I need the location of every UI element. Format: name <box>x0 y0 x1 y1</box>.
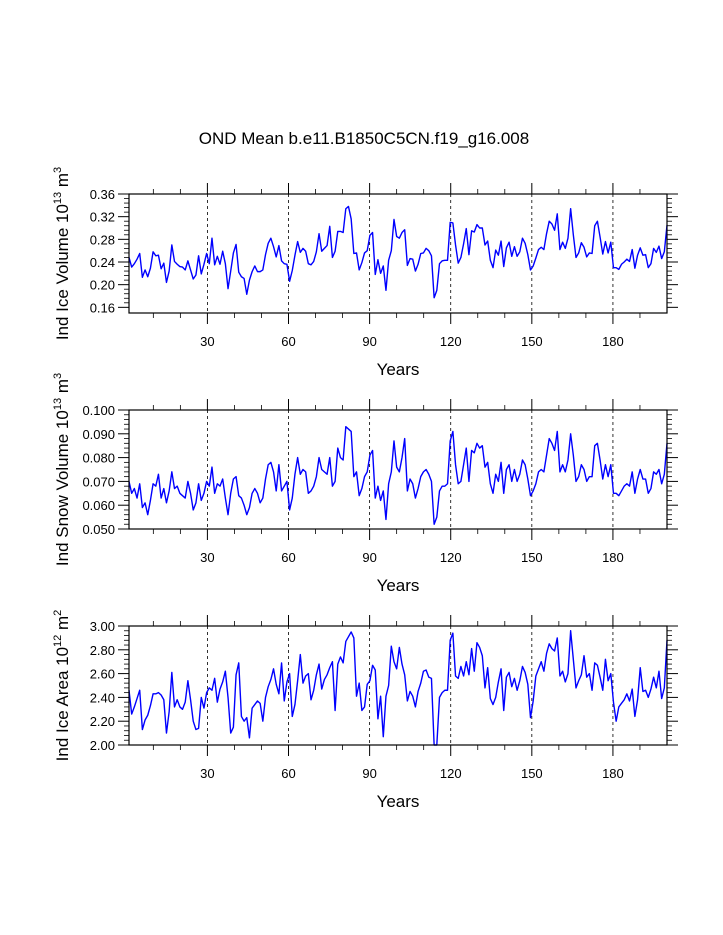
x-tick-label: 150 <box>521 766 543 781</box>
y-axis-label-text: Ind Ice Area 10 <box>53 647 72 761</box>
y-tick-label: 0.090 <box>82 427 115 442</box>
y-tick-label: 0.24 <box>90 255 115 270</box>
y-axis-label: Ind Ice Volume 1013 m3 <box>52 167 72 340</box>
y-axis-label-superscript: 2 <box>52 610 64 616</box>
y-tick-label: 2.20 <box>90 714 115 729</box>
x-tick-label: 30 <box>200 550 214 565</box>
plot-frame <box>128 193 668 314</box>
y-axis-label: Ind Ice Area 1012 m2 <box>52 610 72 762</box>
x-tick-label: 150 <box>521 334 543 349</box>
y-tick-label: 0.100 <box>82 403 115 418</box>
y-axis-label-superscript: 3 <box>52 167 64 173</box>
x-tick-label: 180 <box>602 766 624 781</box>
x-tick-label: 180 <box>602 334 624 349</box>
x-axis-label: Years <box>377 792 420 811</box>
y-axis-label-text: m <box>53 379 72 398</box>
chart-panel-2: 30 60 90 120 150 180 0.050 0.060 0.070 0.080 0.090… <box>52 373 678 595</box>
y-axis-label-superscript: 3 <box>52 373 64 379</box>
y-tick-label: 0.080 <box>82 451 115 466</box>
y-axis-label-text: Ind Ice Volume 10 <box>53 204 72 340</box>
y-tick-label: 2.00 <box>90 738 115 753</box>
x-axis-label: Years <box>377 576 420 595</box>
plot-frame <box>128 625 668 746</box>
y-tick-label: 3.00 <box>90 619 115 634</box>
figure-title: OND Mean b.e11.B1850C5CN.f19_g16.008 <box>199 129 529 148</box>
x-tick-label: 120 <box>440 766 462 781</box>
x-tick-label: 180 <box>602 550 624 565</box>
y-tick-label: 0.060 <box>82 498 115 513</box>
y-tick-label: 0.28 <box>90 232 115 247</box>
y-tick-label: 2.40 <box>90 690 115 705</box>
series-line <box>128 630 668 746</box>
y-axis-label-superscript: 13 <box>52 398 64 410</box>
y-tick-label: 0.050 <box>82 522 115 537</box>
plot-frame <box>128 409 668 530</box>
series-line <box>128 425 668 525</box>
x-tick-label: 90 <box>362 550 376 565</box>
x-tick-label: 120 <box>440 334 462 349</box>
x-axis-label: Years <box>377 360 420 379</box>
y-tick-label: 0.16 <box>90 300 115 315</box>
x-tick-label: 60 <box>281 334 295 349</box>
x-tick-label: 30 <box>200 766 214 781</box>
x-tick-label: 60 <box>281 766 295 781</box>
x-tick-label: 120 <box>440 550 462 565</box>
chart-panel-3: 30 60 90 120 150 180 2.00 2.20 2.40 2.60 2.80 3.00 Y… <box>52 610 678 811</box>
chart-panel-1: 30 60 90 120 150 180 0.16 0.20 0.24 0.28 0.32 0.36 Y… <box>52 167 678 379</box>
x-tick-label: 150 <box>521 550 543 565</box>
y-tick-label: 2.60 <box>90 667 115 682</box>
y-axis-label: Ind Snow Volume 1013 m3 <box>52 373 72 566</box>
y-tick-label: 2.80 <box>90 643 115 658</box>
x-tick-label: 90 <box>362 766 376 781</box>
y-axis-label-text: Ind Snow Volume 10 <box>53 410 72 566</box>
y-tick-label: 0.36 <box>90 187 115 202</box>
y-tick-label: 0.32 <box>90 210 115 225</box>
y-axis-label-superscript: 13 <box>52 192 64 204</box>
series-line <box>128 205 668 299</box>
x-tick-label: 30 <box>200 334 214 349</box>
y-tick-label: 0.20 <box>90 278 115 293</box>
x-tick-label: 60 <box>281 550 295 565</box>
y-tick-label: 0.070 <box>82 474 115 489</box>
y-axis-label-text: m <box>53 173 72 192</box>
x-tick-label: 90 <box>362 334 376 349</box>
y-axis-label-text: m <box>53 616 72 635</box>
y-axis-label-superscript: 12 <box>52 635 64 647</box>
